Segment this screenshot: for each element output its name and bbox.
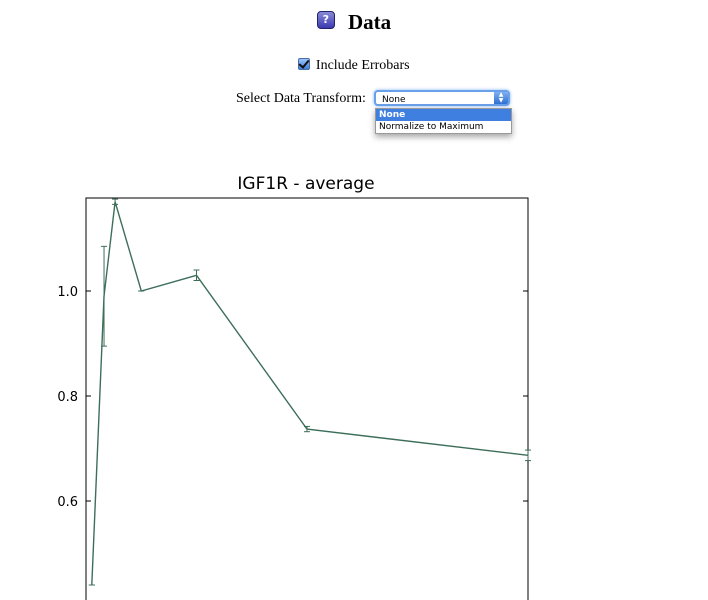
transform-option-none[interactable]: None: [376, 109, 511, 121]
transform-select-value: None: [382, 95, 406, 105]
header: ? Data: [0, 10, 708, 40]
y-tick-label: 0.8: [57, 390, 78, 405]
select-arrows-icon: ▲ ▼: [494, 92, 508, 104]
page-title: Data: [347, 10, 392, 34]
y-tick-label: 1.0: [57, 285, 78, 300]
chart-title: IGF1R - average: [237, 174, 374, 194]
error-bars: [88, 198, 531, 586]
transform-select[interactable]: None ▲ ▼: [374, 90, 510, 106]
errorbars-row: Include Errobars: [0, 57, 708, 74]
y-axis: 0.6 0.8 1.0: [57, 285, 528, 510]
transform-label: Select Data Transform:: [236, 91, 366, 106]
help-icon[interactable]: ?: [316, 10, 335, 29]
y-tick-label: 0.6: [57, 495, 78, 510]
include-errorbars-checkbox[interactable]: [298, 57, 311, 70]
transform-option-normalize[interactable]: Normalize to Maximum: [379, 122, 484, 132]
plot-frame: [85, 197, 529, 600]
transform-dropdown: None Normalize to Maximum: [375, 108, 512, 134]
include-errorbars-label: Include Errobars: [315, 58, 410, 73]
series-line: [91, 201, 529, 586]
